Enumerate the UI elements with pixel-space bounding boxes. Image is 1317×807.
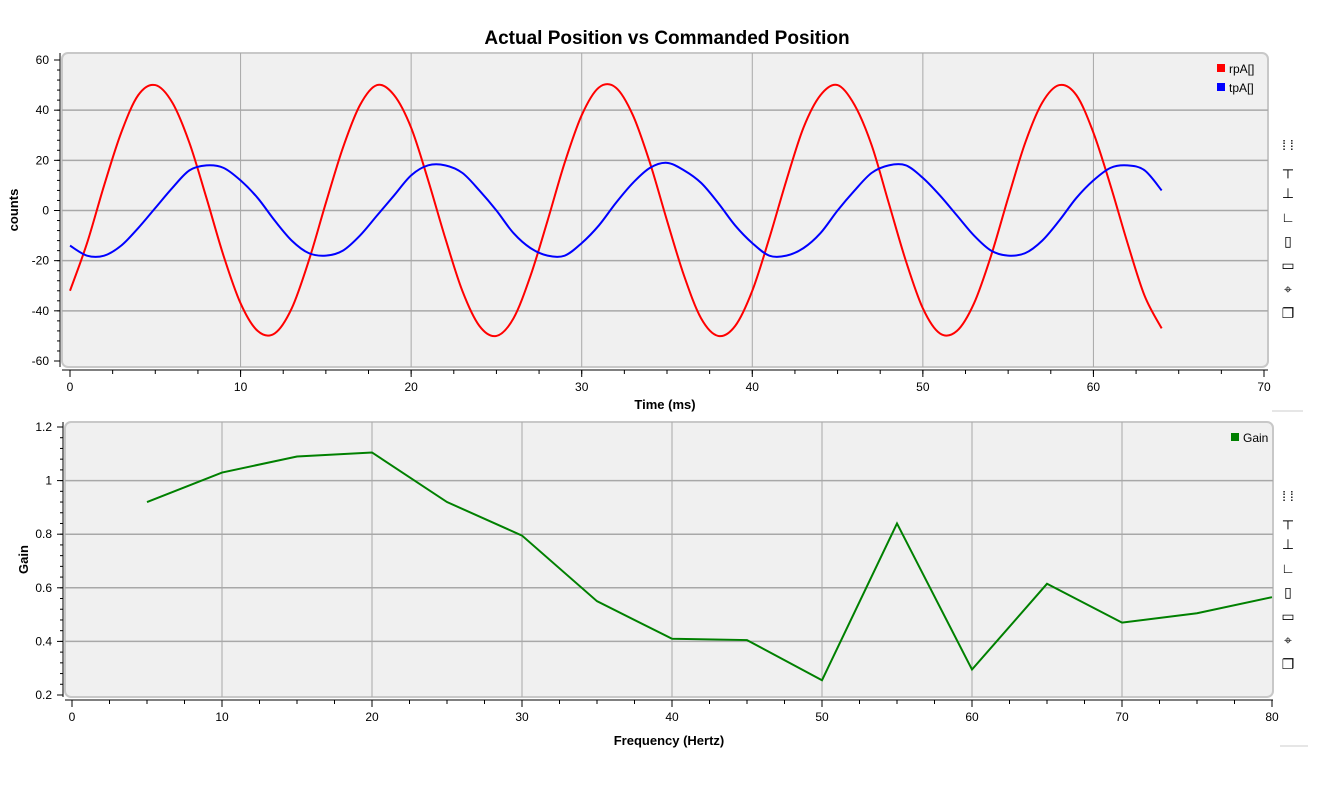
x-tick-label: 70 <box>1257 380 1271 394</box>
x-tick-label: 70 <box>1115 710 1129 724</box>
legend-label: Gain <box>1243 431 1268 445</box>
copy-icon[interactable]: ❐ <box>1281 656 1295 672</box>
legend-label: tpA[] <box>1229 81 1254 95</box>
y-tick-label: 20 <box>36 153 50 167</box>
y-tick-label: -20 <box>32 254 50 268</box>
ruler-horizontal-icon[interactable]: ▭ <box>1281 608 1295 624</box>
legend-swatch <box>1217 83 1225 91</box>
zoom-extents-icon[interactable]: ⁞ ⁞ <box>1282 488 1294 504</box>
series-line-gain <box>146 451 1273 682</box>
y-tick-label: 40 <box>36 103 50 117</box>
x-tick-label: 40 <box>746 380 760 394</box>
legend-label: rpA[] <box>1229 62 1254 76</box>
zoom-extents-icon[interactable]: ⁞ ⁞ <box>1282 137 1294 153</box>
y-tick-label: -60 <box>32 354 50 368</box>
y-axis-label: Gain <box>16 545 31 574</box>
y-tick-label: 0.8 <box>35 527 52 541</box>
y-tick-label: 0.4 <box>35 634 52 648</box>
y-tick-label: 0.2 <box>35 688 52 702</box>
legend-swatch <box>1231 433 1239 441</box>
x-tick-label: 20 <box>404 380 418 394</box>
x-tick-label: 30 <box>575 380 589 394</box>
x-tick-label: 50 <box>815 710 829 724</box>
x-tick-label: 60 <box>965 710 979 724</box>
ruler-vertical-icon[interactable]: ▯ <box>1284 584 1292 600</box>
ruler-xy-icon[interactable]: ∟ <box>1281 209 1295 225</box>
x-tick-label: 0 <box>69 710 76 724</box>
x-tick-label: 10 <box>234 380 248 394</box>
crosshair-icon[interactable]: ⌖ <box>1284 281 1292 297</box>
x-tick-label: 10 <box>215 710 229 724</box>
x-tick-label: 20 <box>365 710 379 724</box>
x-tick-label: 30 <box>515 710 529 724</box>
y-tick-label: 1 <box>45 474 52 488</box>
y-tick-label: 0 <box>42 204 49 218</box>
legend-swatch <box>1217 64 1225 72</box>
y-tick-label: 60 <box>36 53 50 67</box>
chart-1: 0 10 20 30 40 50 60 70 60 40 20 0 -20 -40 -60 Actual Po… <box>6 28 1271 412</box>
copy-icon[interactable]: ❐ <box>1281 305 1295 321</box>
x-axis-label: Time (ms) <box>634 397 695 412</box>
chart-title: Actual Position vs Commanded Position <box>484 28 849 49</box>
ruler-vertical-icon[interactable]: ▯ <box>1284 233 1292 249</box>
x-tick-label: 80 <box>1265 710 1279 724</box>
plot-area <box>64 421 1274 698</box>
ruler-horizontal-icon[interactable]: ▭ <box>1281 257 1295 273</box>
zoom-x-icon[interactable]: ┬ <box>1283 161 1293 177</box>
y-tick-label: 0.6 <box>35 581 52 595</box>
crosshair-icon[interactable]: ⌖ <box>1284 632 1292 648</box>
zoom-y-icon[interactable]: ⊥ <box>1281 536 1295 552</box>
x-axis-label: Frequency (Hertz) <box>614 733 725 748</box>
zoom-x-icon[interactable]: ┬ <box>1283 512 1293 528</box>
y-tick-label: 1.2 <box>35 420 52 434</box>
zoom-y-icon[interactable]: ⊥ <box>1281 185 1295 201</box>
x-tick-label: 40 <box>665 710 679 724</box>
y-tick-label: -40 <box>32 304 50 318</box>
ruler-xy-icon[interactable]: ∟ <box>1281 560 1295 576</box>
chart-2: 0 10 20 30 40 50 60 70 80 1.2 1 0.8 0.6 0.4 0.2 Frequen… <box>16 420 1279 748</box>
y-axis-label: counts <box>6 189 21 232</box>
x-tick-label: 60 <box>1087 380 1101 394</box>
x-tick-label: 0 <box>67 380 74 394</box>
x-tick-label: 50 <box>916 380 930 394</box>
